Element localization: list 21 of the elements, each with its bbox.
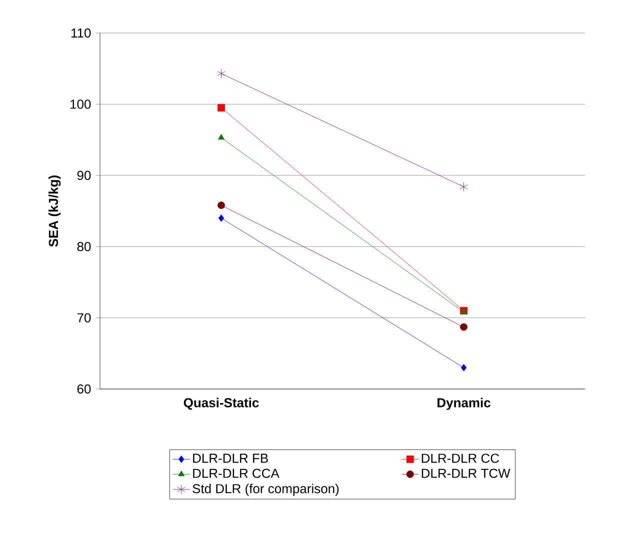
point (217, 68, 226, 78)
y-tick-label: 100 (70, 100, 91, 109)
point (460, 182, 468, 192)
point (460, 323, 468, 331)
legend-label: DLR-DLR CC (422, 454, 500, 463)
y-axis-title: SEA (kJ/kg) (48, 176, 61, 247)
x-tick-label: Quasi-Static (184, 398, 259, 410)
point (218, 202, 225, 210)
point (218, 214, 224, 222)
y-tick-label: 90 (77, 170, 91, 180)
point (460, 364, 467, 372)
legend-label: Std DLR (for comparison) (192, 484, 339, 496)
point (218, 104, 225, 112)
y-tick-label: 60 (77, 384, 91, 394)
legend-label: DLR-DLR TCW (422, 468, 510, 478)
legend-label: DLR-DLR CCA (193, 468, 280, 478)
legend-label: DLR-DLR FB (193, 454, 268, 463)
y-tick-label: 80 (77, 242, 91, 252)
x-tick-label: Dynamic (438, 398, 490, 410)
y-tick-label: 110 (71, 28, 91, 38)
y-tick-label: 70 (77, 313, 91, 322)
